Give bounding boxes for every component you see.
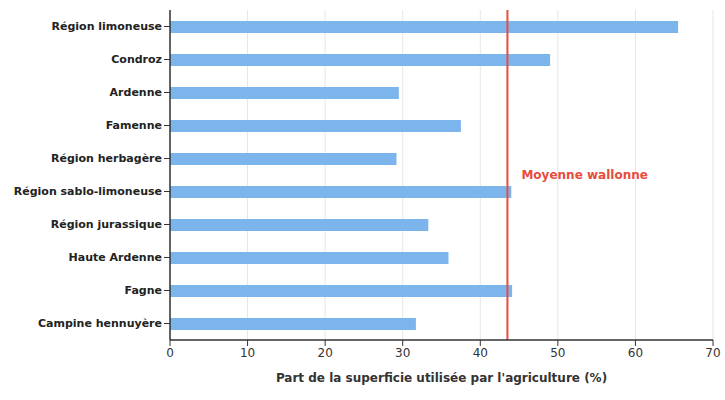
- svg-text:Famenne: Famenne: [106, 119, 162, 132]
- svg-text:Région sablo-limoneuse: Région sablo-limoneuse: [14, 185, 162, 198]
- svg-text:70: 70: [705, 346, 717, 360]
- svg-text:Région herbagère: Région herbagère: [51, 152, 162, 165]
- svg-text:10: 10: [240, 346, 255, 360]
- svg-text:Condroz: Condroz: [111, 53, 162, 66]
- svg-text:Part de la superficie utilisée: Part de la superficie utilisée par l'agr…: [276, 371, 607, 385]
- svg-text:Moyenne wallonne: Moyenne wallonne: [521, 168, 647, 182]
- svg-text:30: 30: [395, 346, 410, 360]
- svg-text:50: 50: [550, 346, 565, 360]
- svg-text:0: 0: [166, 346, 174, 360]
- svg-text:Fagne: Fagne: [125, 284, 162, 297]
- svg-text:Ardenne: Ardenne: [110, 86, 162, 99]
- svg-text:40: 40: [473, 346, 488, 360]
- svg-text:Haute Ardenne: Haute Ardenne: [69, 251, 162, 264]
- svg-text:20: 20: [318, 346, 333, 360]
- svg-text:Campine hennuyère: Campine hennuyère: [38, 317, 162, 330]
- svg-text:Région limoneuse: Région limoneuse: [52, 20, 162, 33]
- svg-text:Région jurassique: Région jurassique: [51, 218, 162, 231]
- svg-text:60: 60: [628, 346, 643, 360]
